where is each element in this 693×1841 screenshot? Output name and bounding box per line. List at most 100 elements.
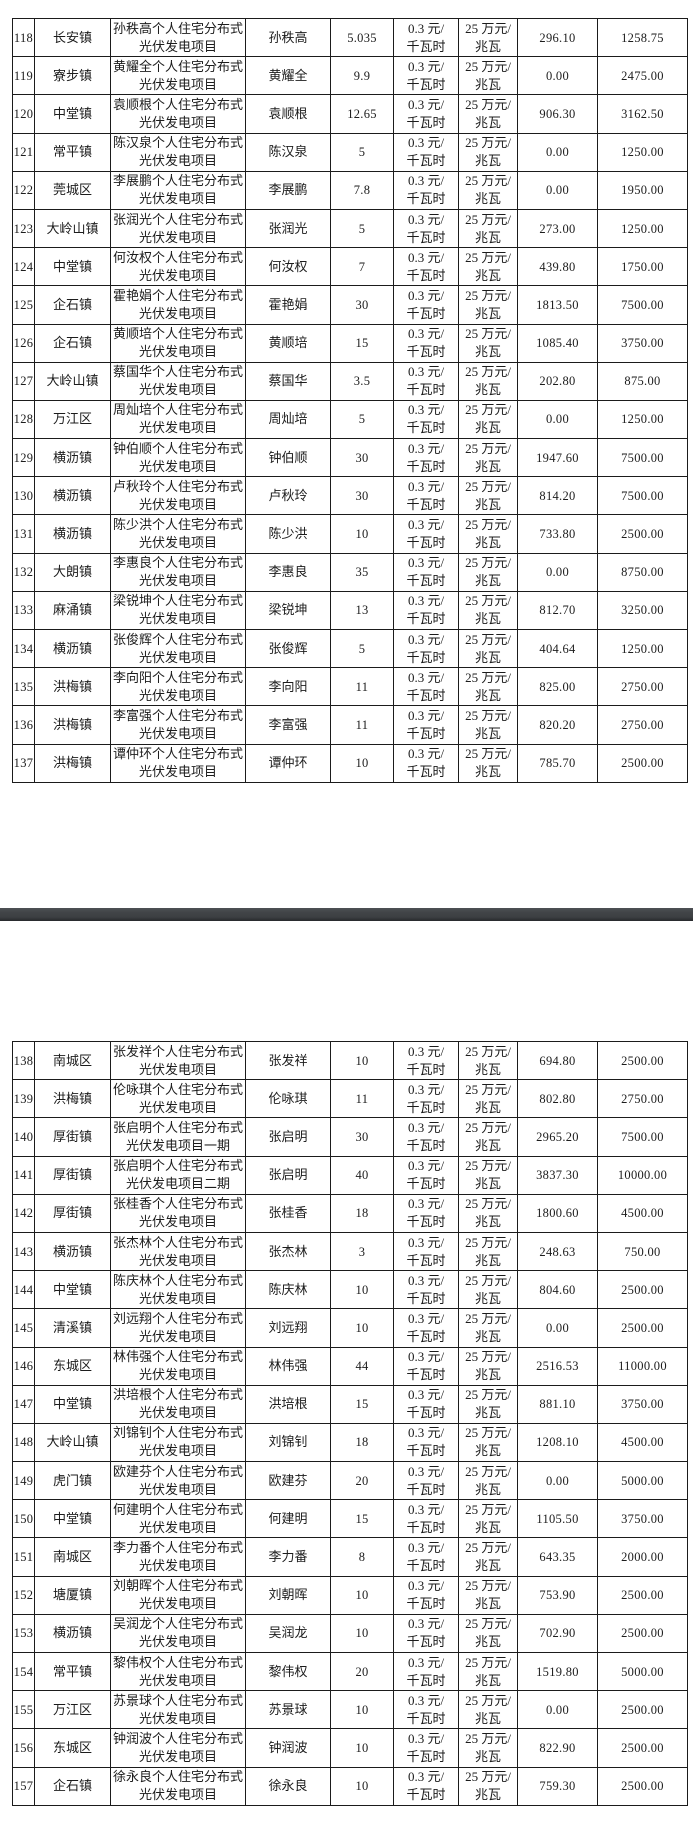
cell-project-name: 张润光个人住宅分布式 光伏发电项目: [110, 208, 246, 249]
cell-town: 企石镇: [34, 1766, 111, 1807]
cell-capacity: 10: [330, 1308, 394, 1348]
cell-amount-1: 0.00: [517, 552, 598, 592]
cell-amount-1: 0.00: [517, 1461, 598, 1501]
cell-index: 143: [12, 1231, 35, 1272]
cell-capacity: 20: [330, 1651, 394, 1692]
cell-amount-1: 273.00: [517, 208, 598, 249]
cell-power-price: 0.3 元/千瓦时: [393, 1690, 459, 1730]
cell-project-name: 张桂香个人住宅分布式 光伏发电项目: [110, 1193, 246, 1233]
cell-subsidy-rate: 25 万元/兆瓦: [458, 361, 518, 401]
cell-amount-1: 1105.50: [517, 1499, 598, 1539]
cell-subsidy-rate: 25 万元/兆瓦: [458, 94, 518, 134]
cell-index: 120: [12, 94, 35, 134]
cell-applicant: 刘锦钊: [245, 1422, 331, 1463]
table-row: 134 横沥镇 张俊辉个人住宅分布式 光伏发电项目 张俊辉 5 0.3 元/千瓦时 25 万元…: [12, 628, 688, 669]
cell-applicant: 李惠良: [245, 552, 331, 592]
cell-index: 121: [12, 132, 35, 172]
cell-town: 横沥镇: [34, 628, 111, 669]
cell-applicant: 何建明: [245, 1499, 331, 1539]
cell-amount-2: 5000.00: [597, 1461, 688, 1501]
cell-power-price: 0.3 元/千瓦时: [393, 1384, 459, 1424]
cell-applicant: 徐永良: [245, 1766, 331, 1807]
cell-town: 麻涌镇: [34, 590, 111, 631]
cell-subsidy-rate: 25 万元/兆瓦: [458, 514, 518, 554]
cell-index: 130: [12, 476, 35, 516]
cell-capacity: 30: [330, 438, 394, 478]
cell-power-price: 0.3 元/千瓦时: [393, 17, 459, 58]
cell-capacity: 5: [330, 628, 394, 669]
cell-amount-2: 1250.00: [597, 132, 688, 172]
table-row: 146 东城区 林伟强个人住宅分布式 光伏发电项目 林伟强 44 0.3 元/千瓦时 25 万…: [12, 1346, 688, 1386]
cell-subsidy-rate: 25 万元/兆瓦: [458, 1613, 518, 1654]
cell-power-price: 0.3 元/千瓦时: [393, 590, 459, 631]
cell-amount-1: 248.63: [517, 1231, 598, 1272]
cell-town: 厚街镇: [34, 1155, 111, 1195]
cell-index: 144: [12, 1270, 35, 1310]
cell-index: 123: [12, 208, 35, 249]
cell-amount-2: 2500.00: [597, 743, 688, 784]
cell-town: 中堂镇: [34, 1384, 111, 1424]
cell-town: 东城区: [34, 1728, 111, 1768]
cell-amount-2: 4500.00: [597, 1422, 688, 1463]
cell-amount-1: 202.80: [517, 361, 598, 401]
table-row: 153 横沥镇 吴润龙个人住宅分布式 光伏发电项目 吴润龙 10 0.3 元/千瓦时 25 万…: [12, 1613, 688, 1654]
cell-capacity: 15: [330, 1499, 394, 1539]
cell-amount-2: 750.00: [597, 1231, 688, 1272]
table-row: 125 企石镇 霍艳娟个人住宅分布式 光伏发电项目 霍艳娟 30 0.3 元/千瓦时 25 万…: [12, 285, 688, 325]
cell-subsidy-rate: 25 万元/兆瓦: [458, 1231, 518, 1272]
table-row: 141 厚街镇 张启明个人住宅分布式 光伏发电项目二期 张启明 40 0.3 元/千瓦时 25…: [12, 1155, 688, 1195]
cell-project-name: 卢秋玲个人住宅分布式 光伏发电项目: [110, 476, 246, 516]
cell-capacity: 10: [330, 1690, 394, 1730]
cell-index: 140: [12, 1117, 35, 1157]
cell-town: 大岭山镇: [34, 1422, 111, 1463]
cell-subsidy-rate: 25 万元/兆瓦: [458, 1117, 518, 1157]
cell-capacity: 12.65: [330, 94, 394, 134]
cell-project-name: 张启明个人住宅分布式 光伏发电项目一期: [110, 1117, 246, 1157]
cell-power-price: 0.3 元/千瓦时: [393, 1193, 459, 1233]
cell-index: 127: [12, 361, 35, 401]
cell-amount-1: 812.70: [517, 590, 598, 631]
cell-subsidy-rate: 25 万元/兆瓦: [458, 1766, 518, 1807]
table-row: 119 寮步镇 黄耀全个人住宅分布式 光伏发电项目 黄耀全 9.9 0.3 元/千瓦时 25 …: [12, 56, 688, 96]
table-row: 139 洪梅镇 伦咏琪个人住宅分布式 光伏发电项目 伦咏琪 11 0.3 元/千瓦时 25 万…: [12, 1079, 688, 1119]
cell-capacity: 3: [330, 1231, 394, 1272]
cell-capacity: 30: [330, 476, 394, 516]
cell-subsidy-rate: 25 万元/兆瓦: [458, 1079, 518, 1119]
cell-applicant: 张润光: [245, 208, 331, 249]
cell-town: 南城区: [34, 1537, 111, 1577]
cell-amount-1: 0.00: [517, 399, 598, 440]
cell-subsidy-rate: 25 万元/兆瓦: [458, 1384, 518, 1424]
cell-town: 塘厦镇: [34, 1575, 111, 1615]
cell-subsidy-rate: 25 万元/兆瓦: [458, 132, 518, 172]
table-row: 127 大岭山镇 蔡国华个人住宅分布式 光伏发电项目 蔡国华 3.5 0.3 元/千瓦时 25…: [12, 361, 688, 401]
cell-project-name: 林伟强个人住宅分布式 光伏发电项目: [110, 1346, 246, 1386]
cell-project-name: 洪培根个人住宅分布式 光伏发电项目: [110, 1384, 246, 1424]
table-row: 152 塘厦镇 刘朝晖个人住宅分布式 光伏发电项目 刘朝晖 10 0.3 元/千瓦时 25 万…: [12, 1575, 688, 1615]
cell-amount-1: 1085.40: [517, 323, 598, 363]
cell-applicant: 洪培根: [245, 1384, 331, 1424]
table-row: 142 厚街镇 张桂香个人住宅分布式 光伏发电项目 张桂香 18 0.3 元/千瓦时 25 万…: [12, 1193, 688, 1233]
cell-index: 126: [12, 323, 35, 363]
cell-index: 154: [12, 1651, 35, 1692]
cell-amount-1: 702.90: [517, 1613, 598, 1654]
cell-applicant: 张发祥: [245, 1040, 331, 1081]
cell-capacity: 40: [330, 1155, 394, 1195]
cell-power-price: 0.3 元/千瓦时: [393, 1728, 459, 1768]
table-row: 145 清溪镇 刘远翔个人住宅分布式 光伏发电项目 刘远翔 10 0.3 元/千瓦时 25 万…: [12, 1308, 688, 1348]
cell-power-price: 0.3 元/千瓦时: [393, 1308, 459, 1348]
cell-power-price: 0.3 元/千瓦时: [393, 1270, 459, 1310]
cell-amount-1: 439.80: [517, 247, 598, 287]
cell-power-price: 0.3 元/千瓦时: [393, 1461, 459, 1501]
table-row: 151 南城区 李力番个人住宅分布式 光伏发电项目 李力番 8 0.3 元/千瓦时 25 万元…: [12, 1537, 688, 1577]
cell-power-price: 0.3 元/千瓦时: [393, 514, 459, 554]
cell-project-name: 李惠良个人住宅分布式 光伏发电项目: [110, 552, 246, 592]
cell-town: 万江区: [34, 1690, 111, 1730]
table-row: 143 横沥镇 张杰林个人住宅分布式 光伏发电项目 张杰林 3 0.3 元/千瓦时 25 万元…: [12, 1231, 688, 1272]
cell-index: 147: [12, 1384, 35, 1424]
cell-index: 157: [12, 1766, 35, 1807]
cell-town: 横沥镇: [34, 1613, 111, 1654]
cell-project-name: 张俊辉个人住宅分布式 光伏发电项目: [110, 628, 246, 669]
cell-power-price: 0.3 元/千瓦时: [393, 705, 459, 745]
cell-project-name: 黎伟权个人住宅分布式 光伏发电项目: [110, 1651, 246, 1692]
cell-index: 145: [12, 1308, 35, 1348]
